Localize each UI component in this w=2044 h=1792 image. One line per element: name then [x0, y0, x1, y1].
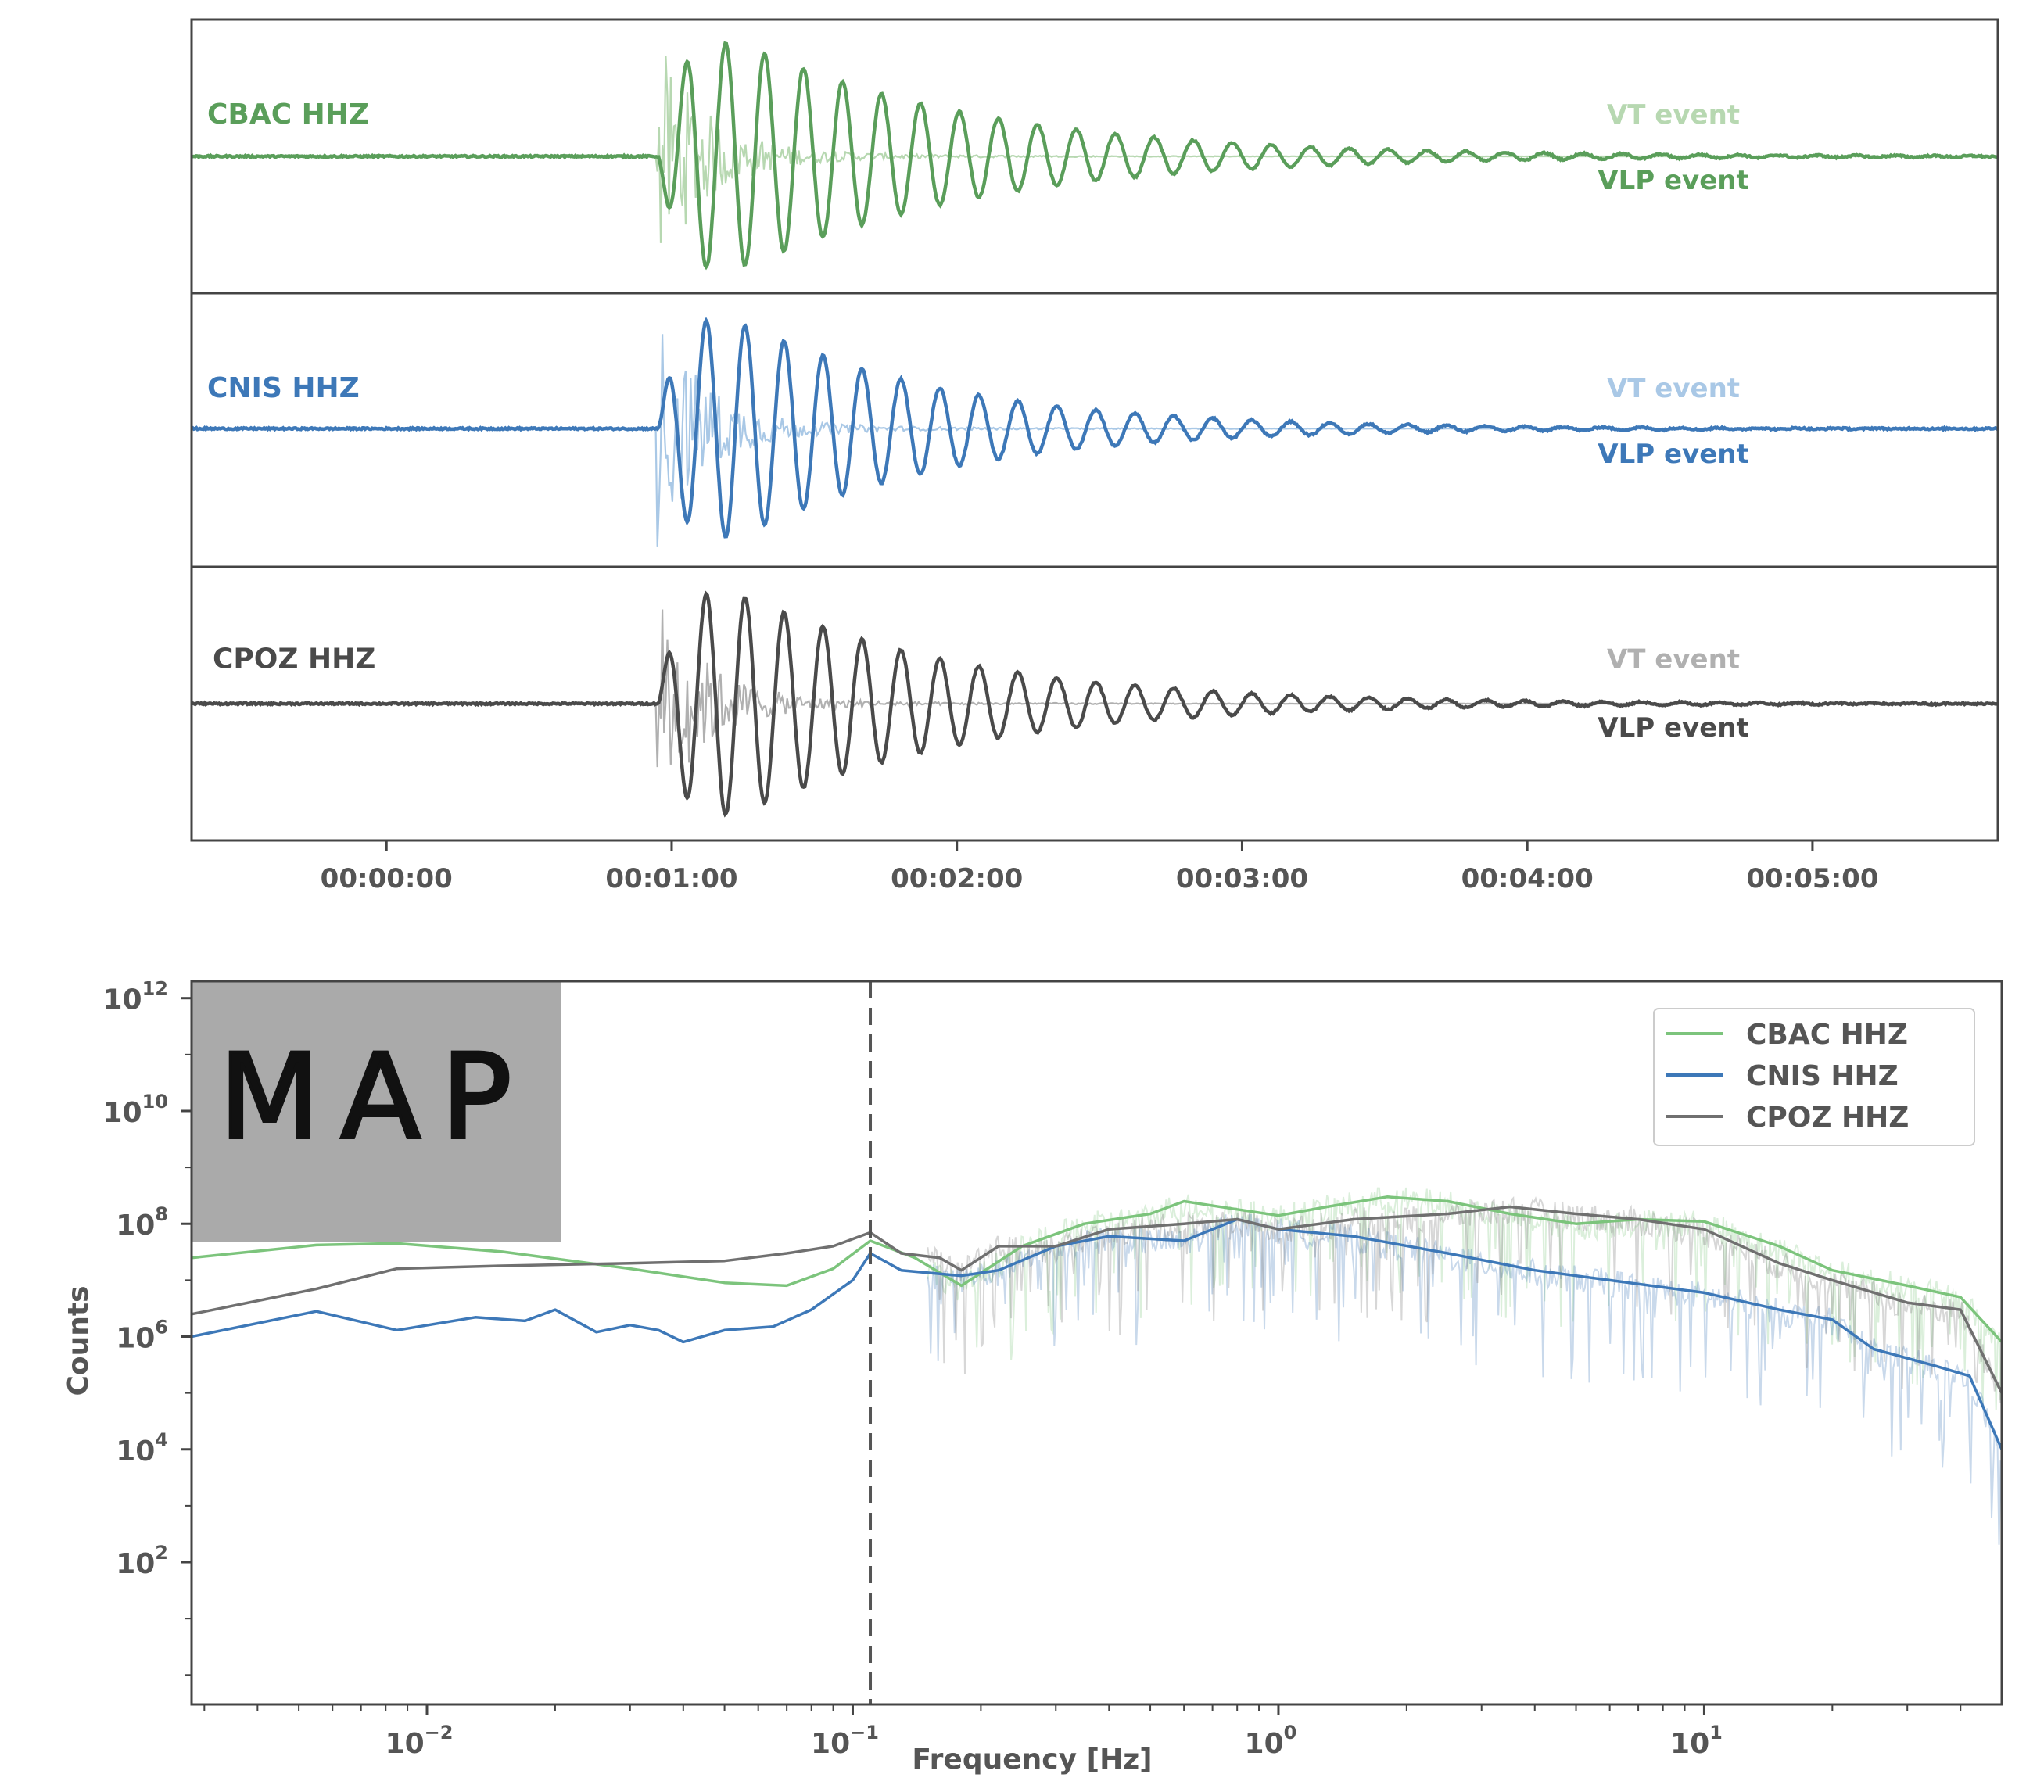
waveform-x-axis: 00:00:00 00:01:00 00:02:00 00:03:00 00:04:00…: [321, 840, 1878, 894]
trace-frame: [190, 565, 1999, 842]
vlp-waveform: [191, 41, 1999, 271]
legend-box: [1653, 1008, 1975, 1146]
vt-event-label: VT event: [1607, 644, 1740, 676]
vlp-event-label: VLP event: [1598, 439, 1748, 470]
legend-entry: CPOZ HHZ: [1746, 1102, 1909, 1134]
y-tick-label: 104: [116, 1429, 168, 1468]
spectrum-plot-area: [192, 981, 2002, 1704]
x-tick-label: 00:01:00: [605, 863, 737, 894]
vt-event-label: VT event: [1607, 373, 1740, 404]
trace-panel-cpoz: CPOZ HHZ VT event VLP event: [190, 565, 1999, 842]
x-tick-label: 00:00:00: [321, 863, 453, 894]
vlp-waveform: [191, 590, 1999, 818]
spectrum-panel: MAP 102 104 106 108 1010 1012 10−2 10−1 100 101 Fre…: [63, 978, 2003, 1776]
legend-entry: CBAC HHZ: [1746, 1019, 1908, 1051]
x-tick-label: 00:04:00: [1461, 863, 1594, 894]
y-tick-label: 102: [116, 1542, 168, 1580]
spectrum-frame: [190, 980, 2003, 1706]
x-axis-label: Frequency [Hz]: [912, 1744, 1152, 1776]
legend-entry: CNIS HHZ: [1746, 1060, 1899, 1092]
trace-panel-cnis: CNIS HHZ VT event VLP event: [190, 292, 1999, 568]
y-tick-label: 1012: [102, 978, 168, 1016]
y-axis-label: Counts: [63, 1285, 95, 1396]
x-tick-label: 00:05:00: [1746, 863, 1878, 894]
x-tick-label: 10−2: [385, 1722, 454, 1760]
trace-panel-cbac: CBAC HHZ VT event VLP event: [190, 18, 1999, 295]
spectrum-line-cbac: [192, 1195, 2002, 1343]
trace-station-label: CPOZ HHZ: [213, 643, 375, 676]
waveform-panel: CBAC HHZ VT event VLP event CNIS HHZ VT even…: [190, 18, 1999, 842]
y-tick-label: 108: [116, 1203, 168, 1242]
map-inset: MAP: [192, 981, 561, 1242]
x-tick-label: 00:03:00: [1176, 863, 1308, 894]
vlp-event-label: VLP event: [1598, 712, 1748, 744]
raw-spectrum-cnis: [927, 1213, 2002, 1545]
raw-spectrum-cbac: [927, 1187, 2002, 1410]
legend: CBAC HHZ CNIS HHZ CPOZ HHZ: [1653, 1008, 1975, 1146]
trace-station-label: CNIS HHZ: [207, 372, 360, 404]
map-inset-label: MAP: [219, 1030, 533, 1166]
trace-station-label: CBAC HHZ: [207, 99, 369, 131]
x-tick-label: 00:02:00: [891, 863, 1023, 894]
x-tick-label: 101: [1670, 1722, 1723, 1760]
map-placeholder: [192, 981, 561, 1242]
y-tick-label: 1010: [102, 1091, 168, 1129]
x-tick-label: 100: [1245, 1722, 1297, 1760]
y-tick-label: 106: [116, 1316, 168, 1354]
spectrum-line-cpoz: [192, 1205, 2002, 1394]
vt-waveform: [191, 56, 1997, 243]
spectrum-line-cnis: [192, 1217, 2002, 1450]
vt-event-label: VT event: [1607, 99, 1740, 131]
vlp-event-label: VLP event: [1598, 165, 1748, 196]
x-tick-label: 10−1: [811, 1722, 879, 1760]
vlp-waveform: [191, 317, 1999, 539]
